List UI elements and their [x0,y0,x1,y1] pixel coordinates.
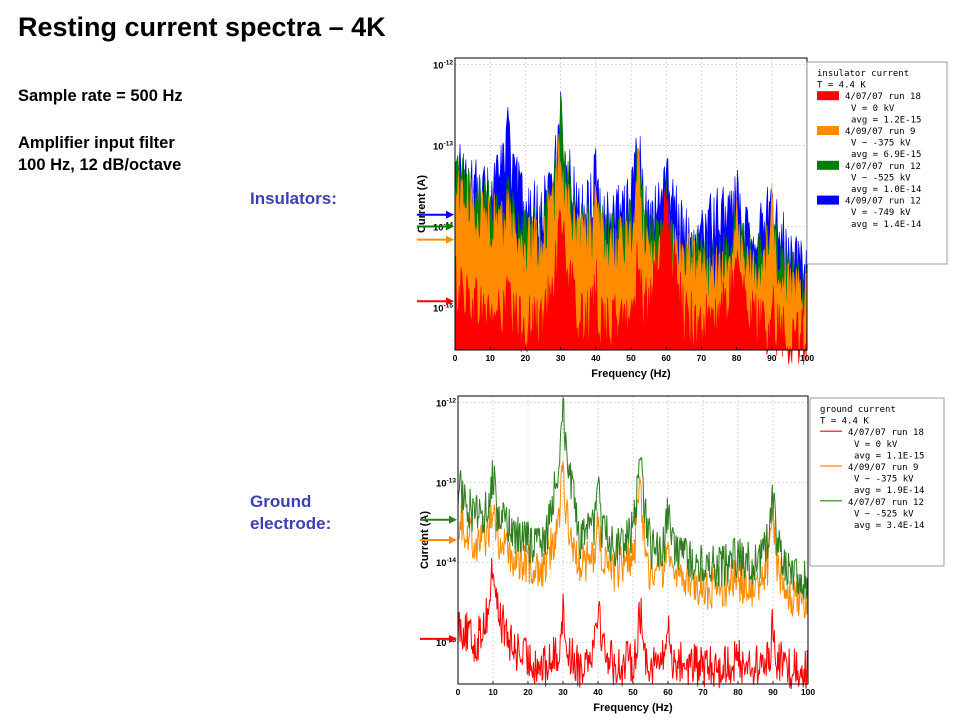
x-tick-label: 20 [521,353,531,363]
x-tick-label: 0 [456,687,461,697]
legend-series-detail: avg = 1.2E-15 [851,115,921,125]
y-tick-label: 10-12 [436,397,456,409]
ground-current-chart: 010203040506070809010010-1210-1310-1410-… [419,395,945,714]
x-axis-label: Frequency (Hz) [591,368,671,380]
series-area-1 [454,133,808,351]
x-tick-label: 30 [558,687,568,697]
legend-series-detail: V = 0 kV [854,440,898,450]
legend-series-detail: V ~ -525 kV [854,509,914,519]
legend-series-name: 4/07/07 run 18 [848,428,924,438]
x-tick-label: 100 [801,687,815,697]
legend-series-detail: avg = 1.9E-14 [854,486,924,496]
legend-series-name: 4/09/07 run 9 [845,127,915,137]
x-tick-label: 60 [661,353,671,363]
avg-arrow-1 [417,235,454,244]
legend-swatch-0 [817,91,839,101]
legend-series-name: 4/09/07 run 9 [848,463,918,473]
avg-arrow-head [446,297,454,306]
y-tick-label: 10-13 [436,477,456,489]
legend: ground current T = 4.4 K4/07/07 run 18 V =… [809,397,945,567]
avg-arrow-head [446,222,454,231]
x-tick-label: 100 [800,353,814,363]
series-line-0 [457,558,809,690]
y-tick-label: 10-14 [436,557,456,569]
insulator-current-chart: 010203040506070809010010-1210-1310-1410-… [416,57,948,380]
y-tick-label: 10-13 [433,140,453,152]
y-tick-label: 10-12 [433,59,453,71]
sample-rate-note: Sample rate = 500 Hz [18,87,183,105]
x-tick-label: 10 [485,353,495,363]
x-tick-label: 80 [732,353,742,363]
legend-series-detail: V = -749 kV [851,208,911,218]
avg-arrow-head [449,515,457,524]
legend-series-detail: avg = 1.0E-14 [851,185,921,195]
slide-title: Resting current spectra – 4K [18,12,386,42]
legend-series-name: 4/07/07 run 12 [848,498,924,508]
x-tick-label: 50 [628,687,638,697]
legend-series-detail: avg = 6.9E-15 [851,150,921,160]
x-tick-label: 10 [488,687,498,697]
avg-arrow-3 [417,210,454,219]
y-tick-label: 10-15 [433,303,453,315]
series-area-0 [454,189,808,365]
ground-label-line2: electrode: [250,514,332,533]
x-tick-label: 50 [626,353,636,363]
legend-swatch-1 [817,126,839,135]
legend-series-detail: V ~ -375 kV [854,475,914,485]
avg-arrow-head [446,235,454,244]
filter-note-line1: Amplifier input filter [18,134,175,152]
legend-series-detail: V = 0 kV [851,104,895,114]
legend-title: T = 4.4 K [817,81,866,91]
avg-arrow-head [446,210,454,219]
legend-title: ground current [820,405,896,415]
avg-arrow-2 [420,515,457,524]
legend-swatch-2 [817,160,839,170]
avg-arrow-0 [420,634,457,643]
x-axis-label: Frequency (Hz) [593,702,673,714]
series-line-2 [457,397,809,600]
x-tick-label: 20 [523,687,533,697]
insulators-label: Insulators: [250,189,337,208]
x-tick-label: 30 [556,353,566,363]
legend-title: T = 4.4 K [820,417,869,427]
x-tick-label: 60 [663,687,673,697]
legend-swatch-3 [817,195,839,205]
x-tick-label: 70 [698,687,708,697]
legend-box [809,397,945,567]
x-tick-label: 40 [591,353,601,363]
x-tick-label: 90 [767,353,777,363]
avg-arrow-head [449,634,457,643]
legend-series-name: 4/07/07 run 18 [845,92,921,102]
legend-series-name: 4/07/07 run 12 [845,162,921,172]
legend-series-detail: avg = 1.1E-15 [854,451,924,461]
ground-label-line1: Ground [250,492,312,511]
legend-series-detail: V ~ -375 kV [851,139,911,149]
legend-series-detail: V ~ -525 kV [851,173,911,183]
legend-series-detail: avg = 1.4E-14 [851,220,921,230]
avg-arrow-head [449,535,457,544]
x-tick-label: 90 [768,687,778,697]
filter-note-line2: 100 Hz, 12 dB/octave [18,156,182,174]
legend-series-detail: avg = 3.4E-14 [854,521,924,531]
avg-arrow-2 [417,222,454,231]
avg-arrow-0 [417,297,454,306]
legend-series-name: 4/09/07 run 12 [845,197,921,207]
x-tick-label: 40 [593,687,603,697]
avg-arrow-1 [420,535,457,544]
x-tick-label: 0 [453,353,458,363]
legend-title: insulator current [817,69,909,79]
legend: insulator current T = 4.4 K4/07/07 run 18… [806,61,948,265]
x-tick-label: 70 [697,353,707,363]
y-axis-label: Current (A) [416,175,428,233]
x-tick-label: 80 [733,687,743,697]
